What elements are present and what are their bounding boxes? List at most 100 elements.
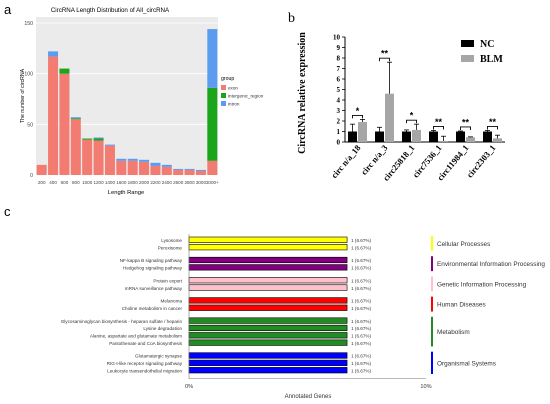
chart-a-ytick: 50	[27, 122, 33, 128]
chart-a-bar-intron	[150, 162, 161, 166]
chart-b-ytick: 8	[337, 55, 341, 63]
chart-c-value-label: 1 (6.67%)	[351, 299, 371, 304]
chart-b-ytick: 7	[337, 65, 341, 73]
chart-b-significance-mark: **	[489, 117, 497, 127]
chart-a-bar-exon	[195, 170, 206, 175]
chart-b-significance-mark: **	[435, 117, 443, 127]
chart-c-bar	[188, 339, 348, 346]
chart-c-category-label: Lysine degradation	[143, 326, 182, 331]
chart-b-significance-bracket	[352, 114, 363, 119]
chart-c-bar	[188, 284, 348, 291]
chart-a-bar-intron	[161, 164, 172, 167]
chart-a-ylabel: The number of circRNA	[20, 68, 26, 123]
chart-a-xtick: 2400	[162, 180, 173, 185]
chart-b-xtick: circ2303_1	[465, 143, 498, 180]
chart-b-bar-NC	[483, 131, 492, 142]
chart-a-legend-swatch	[221, 101, 226, 106]
chart-b-significance-bracket	[379, 57, 390, 62]
chart-a-xtick: 2200	[150, 180, 161, 185]
chart-a-xtick: 200	[38, 180, 46, 185]
chart-b-significance-bracket	[433, 126, 444, 130]
chart-a-legend-label: intergenic_region	[228, 94, 264, 99]
chart-b-ytick: 6	[337, 76, 341, 84]
chart-c-value-label: 1 (6.67%)	[351, 354, 371, 359]
chart-b-bar-NC	[402, 131, 411, 142]
chart-a-title: CircRNA Length Distribution of All_circR…	[51, 7, 170, 14]
chart-c-value-label: 1 (6.67%)	[351, 319, 371, 324]
chart-c-value-label: 1 (6.67%)	[351, 361, 371, 366]
chart-c-category-label: Hedgehog signaling pathway	[123, 266, 183, 271]
chart-c-category-label: Alanine, aspartate and glutamate metabol…	[90, 334, 182, 339]
chart-a-bar-exon	[207, 160, 218, 175]
chart-a-xtick: 1800	[128, 180, 139, 185]
chart-c-value-label: 1 (6.67%)	[351, 258, 371, 263]
chart-c-bar	[188, 264, 348, 271]
chart-a-xtick: 2000	[139, 180, 150, 185]
chart-c-value-label: 1 (6.67%)	[351, 286, 371, 291]
chart-a-bar-exon	[59, 73, 70, 175]
chart-b-significance-mark: **	[462, 117, 470, 127]
chart-c-bar	[188, 324, 348, 332]
chart-a-bar-intergenic_region	[93, 138, 104, 141]
chart-c-bar	[188, 317, 348, 324]
chart-b-ytick: 10	[333, 34, 341, 42]
chart-c-category-label: NF-kappa B signaling pathway	[120, 258, 183, 263]
chart-c-value-label: 1 (6.67%)	[351, 278, 371, 283]
chart-a-bar-intron	[116, 158, 127, 161]
chart-c-group-label: Environmental Information Processing	[437, 261, 545, 268]
chart-c-bar	[188, 236, 348, 243]
chart-b-bar-NC	[429, 131, 438, 142]
chart-a-ytick: 0	[30, 173, 33, 179]
chart-b-significance-bracket	[487, 126, 498, 130]
chart-b-legend-label: NC	[480, 39, 494, 50]
chart-a-ytick: 100	[24, 72, 33, 78]
chart-a-legend-label: intron	[228, 102, 240, 107]
chart-c-category-label: Leukocyte transendothelial migration	[107, 368, 182, 373]
chart-b-significance-bracket	[460, 126, 471, 130]
chart-a-bar-intergenic_region	[59, 68, 70, 74]
chart-c-value-label: 1 (6.67%)	[351, 334, 371, 339]
chart-a-legend-title: group	[221, 76, 234, 82]
chart-c-category-label: Choline metabolism in cancer	[122, 306, 183, 311]
chart-b-bar-BLM	[493, 138, 502, 142]
kegg-annotation-chart: Lysosome 1 (6.67%) Peroxisome 1 (6.67%) NF-k…	[61, 234, 545, 400]
chart-c-category-label: Melanoma	[161, 299, 183, 304]
chart-c-value-label: 1 (6.67%)	[351, 326, 371, 331]
chart-b-legend-label: BLM	[480, 54, 503, 65]
chart-b-bar-BLM	[466, 137, 475, 142]
chart-b-significance-mark: *	[356, 106, 360, 116]
chart-b-bar-NC	[456, 131, 465, 142]
chart-c-bar	[188, 367, 348, 374]
chart-a-xtick: 1200	[93, 180, 104, 185]
chart-b-significance-mark: *	[410, 111, 414, 121]
chart-a-xtick: 3000	[196, 180, 207, 185]
chart-a-bar-intron	[104, 144, 115, 146]
chart-a-bar-intergenic_region	[207, 87, 218, 161]
chart-a-bar-intron	[173, 168, 184, 170]
chart-a-bar-exon	[173, 169, 184, 175]
length-distribution-chart: CircRNA Length Distribution of All_circR…	[20, 7, 264, 196]
chart-a-bar-exon	[70, 119, 81, 175]
chart-c-category-label: Pantothenate and CoA biosynthesis	[109, 341, 182, 346]
chart-a-legend-swatch	[221, 85, 226, 90]
chart-a-bar-intron	[207, 29, 218, 88]
chart-a-bar-exon	[184, 169, 195, 175]
chart-c-bar	[188, 277, 348, 284]
chart-a-bar-intergenic_region	[82, 138, 93, 140]
chart-c-bar	[188, 359, 348, 366]
chart-a-xtick: 1000	[82, 180, 93, 185]
chart-c-value-label: 1 (6.67%)	[351, 266, 371, 271]
chart-c-xtick: 0%	[185, 384, 193, 390]
chart-c-bar	[188, 297, 348, 304]
chart-b-ylabel: CircRNA relative expression	[297, 32, 308, 154]
chart-b-bar-NC	[375, 131, 384, 142]
chart-b-legend-swatch	[461, 40, 474, 47]
chart-a-xtick: 2600	[173, 180, 184, 185]
chart-b-ytick: 0	[337, 139, 341, 147]
chart-a-bar-intron	[195, 169, 206, 171]
panel-label-b: b	[288, 11, 295, 26]
chart-c-category-label: Glutamatergic synapse	[135, 354, 182, 359]
chart-c-group-label: Cellular Processes	[437, 241, 490, 248]
chart-b-ytick: 2	[337, 118, 341, 126]
chart-c-value-label: 1 (6.67%)	[351, 341, 371, 346]
